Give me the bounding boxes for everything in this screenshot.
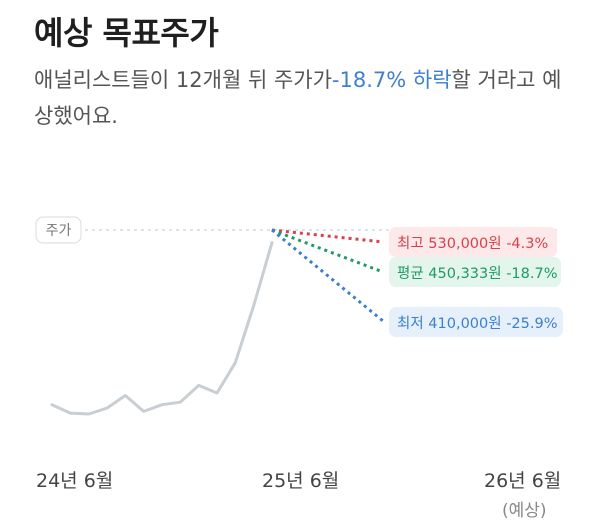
summary-text-before: 애널리스트들이 12개월 뒤 주가가 xyxy=(34,68,332,92)
target-average-label: 평균 450,333원 -18.7% xyxy=(397,265,558,282)
target-high-badge xyxy=(389,227,557,257)
target-average-badge xyxy=(389,257,561,287)
target-low-badge xyxy=(389,307,563,337)
target-high-label: 최고 530,000원 -4.3% xyxy=(397,235,548,252)
x-axis-label-mid: 25년 6월 xyxy=(262,470,340,492)
price-tag-label: 주가 xyxy=(46,223,72,239)
target-high-line xyxy=(271,228,384,244)
summary-text-after: 할 거라고 예상했어요. xyxy=(34,68,562,128)
summary-text: 애널리스트들이 12개월 뒤 주가가-18.7% 하락할 거라고 예상했어요. xyxy=(34,62,574,134)
x-axis-label-start: 24년 6월 xyxy=(36,470,114,492)
x-axis-label-end: 26년 6월 xyxy=(484,470,562,492)
page-title: 예상 목표주가 xyxy=(34,14,219,52)
target-average-line xyxy=(271,228,384,274)
target-average: 평균 450,333원 -18.7% xyxy=(271,228,561,287)
x-axis-forecast-note: (예상) xyxy=(502,501,547,521)
target-low-line xyxy=(271,228,384,323)
summary-highlight: -18.7% 하락 xyxy=(331,68,452,92)
target-price-chart: 주가 최고 530,000원 -4.3% 평균 450,333원 -18.7% … xyxy=(35,216,563,416)
target-low: 최저 410,000원 -25.9% xyxy=(271,228,563,337)
target-low-label: 최저 410,000원 -25.9% xyxy=(397,315,558,332)
price-tag: 주가 xyxy=(35,216,82,244)
target-high: 최고 530,000원 -4.3% xyxy=(271,227,557,257)
price-history-line xyxy=(50,241,274,416)
